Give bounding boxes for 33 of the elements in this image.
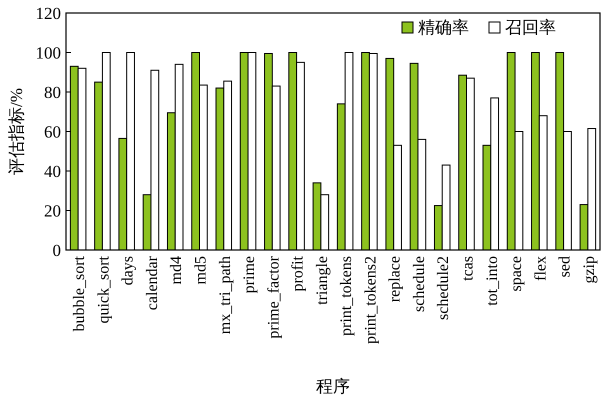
- x-tick-label: profit: [290, 255, 307, 292]
- x-tick-label: mx_tri_path: [216, 256, 234, 334]
- x-tick-label: schedule2: [435, 256, 452, 320]
- y-tick-label: 20: [44, 202, 61, 220]
- x-tick-label: schedule: [410, 256, 428, 312]
- y-axis-title: 评估指标/%: [7, 88, 26, 175]
- y-tick-label: 120: [36, 4, 61, 23]
- legend-label: 精确率: [418, 18, 469, 37]
- x-tick-label: quick_sort: [95, 255, 112, 324]
- x-tick-label: flex: [532, 256, 550, 281]
- x-tick-label: prime: [241, 256, 258, 294]
- x-tick-label: md4: [168, 256, 186, 284]
- x-axis-title: 程序: [316, 377, 350, 396]
- x-tick-label: replace: [386, 256, 404, 302]
- x-tick-label: space: [508, 256, 526, 292]
- y-tick-label: 40: [44, 162, 61, 181]
- x-tick-label: gzip: [580, 256, 598, 284]
- x-tick-label: prime_factor: [265, 255, 282, 339]
- x-tick-label: sed: [556, 256, 574, 278]
- y-tick-label: 80: [44, 83, 61, 102]
- legend-label: 召回率: [505, 18, 556, 37]
- x-tick-label: print_tokens: [338, 256, 356, 336]
- y-tick-label: 60: [44, 122, 61, 142]
- x-tick-label: md5: [192, 256, 210, 284]
- y-tick-label: 0: [52, 241, 61, 260]
- x-tick-label: calendar: [144, 255, 161, 310]
- x-tick-label: print_tokens2: [362, 256, 380, 344]
- x-tick-label: triangle: [314, 256, 331, 305]
- x-tick-label: tot_into: [484, 256, 501, 306]
- y-tick-label: 100: [36, 44, 61, 62]
- x-tick-label: tcas: [460, 256, 476, 281]
- x-tick-label: days: [120, 256, 137, 286]
- x-tick-label: bubble_sort: [71, 255, 88, 332]
